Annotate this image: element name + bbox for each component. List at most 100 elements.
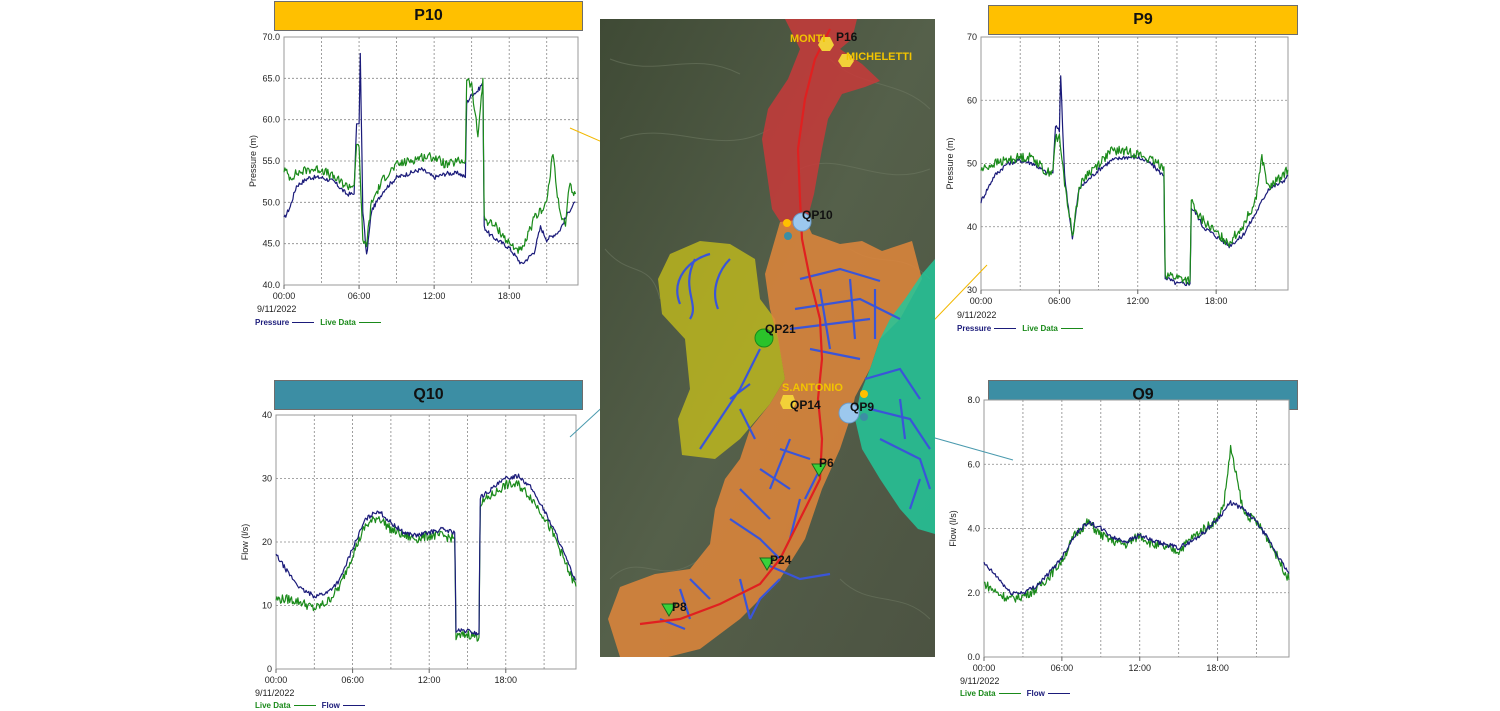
series-line-pressure: [283, 52, 576, 265]
station-label: P24: [770, 553, 792, 567]
station-label: QP21: [765, 322, 796, 336]
station-qp14: QP14: [780, 395, 821, 412]
y-tick-label: 60.0: [262, 115, 280, 125]
x-tick-label: 06:00: [1051, 663, 1074, 673]
station-label: P8: [672, 600, 687, 614]
y-tick-label: 70.0: [262, 32, 280, 42]
series-line-live-data: [275, 479, 577, 642]
station-label: QP14: [790, 398, 821, 412]
station-p24: P24: [759, 553, 792, 571]
series-line-live-data: [283, 77, 577, 254]
y-tick-label: 60: [967, 95, 977, 105]
x-tick-label: 00:00: [265, 675, 288, 685]
legend-swatch: [994, 327, 1017, 330]
series-line-live-data: [980, 133, 1289, 285]
p9-legend: Pressure Live Data: [957, 324, 1083, 333]
x-tick-label: 06:00: [1048, 296, 1071, 306]
y-tick-label: 30: [262, 474, 272, 484]
y-axis-label: Pressure (m): [945, 137, 955, 189]
x-tick-label: 18:00: [1205, 296, 1228, 306]
x-tick-label: 00:00: [973, 663, 996, 673]
legend-swatch: [293, 704, 316, 707]
y-axis-label: Flow (l/s): [948, 510, 958, 547]
x-tick-label: 12:00: [423, 291, 446, 301]
legend-item: Live Data: [320, 318, 381, 327]
y-tick-label: 10: [262, 601, 272, 611]
legend-label: Live Data: [320, 318, 356, 327]
station-label: P16: [836, 30, 858, 44]
legend-label: Live Data: [960, 689, 996, 698]
station-s-antonio: S.ANTONIO: [782, 382, 843, 394]
pipe-network: [659, 252, 932, 631]
y-tick-label: 20: [262, 537, 272, 547]
y-tick-label: 40: [262, 410, 272, 420]
legend-swatch: [998, 692, 1021, 695]
legend-swatch: [1060, 327, 1083, 330]
legend-item: Flow: [1027, 689, 1070, 698]
legend-item: Live Data: [960, 689, 1021, 698]
station-qp10: QP10: [783, 208, 833, 240]
legend-swatch: [1047, 692, 1070, 695]
y-tick-label: 4.0: [967, 524, 980, 534]
legend-item: Flow: [322, 701, 365, 710]
p10-date: 9/11/2022: [257, 304, 297, 314]
legend-label: Pressure: [255, 318, 290, 327]
legend-item: Pressure: [957, 324, 1017, 333]
x-tick-label: 12:00: [418, 675, 441, 685]
station-qp21: QP21: [754, 322, 796, 348]
x-tick-label: 18:00: [1206, 663, 1229, 673]
legend-label: Flow: [321, 701, 340, 710]
y-tick-label: 6.0: [967, 459, 980, 469]
y-tick-label: 70: [967, 32, 977, 42]
station-monti: MONTI: [790, 33, 834, 51]
zone-central-orange: [608, 219, 922, 657]
y-axis-label: Flow (l/s): [240, 524, 250, 561]
legend-label: Live Data: [255, 701, 291, 710]
legend-swatch: [292, 321, 315, 324]
p9-date: 9/11/2022: [957, 310, 997, 320]
x-tick-label: 18:00: [498, 291, 521, 301]
terrain-texture: [604, 58, 931, 620]
q9-date: 9/11/2022: [960, 676, 1000, 686]
x-tick-label: 18:00: [495, 675, 518, 685]
station-label: MONTI: [790, 33, 825, 45]
y-tick-label: 50.0: [262, 197, 280, 207]
station-label: MICHELETTI: [846, 51, 912, 63]
q10-date: 9/11/2022: [255, 688, 295, 698]
y-tick-label: 65.0: [262, 73, 280, 83]
x-tick-label: 00:00: [273, 291, 296, 301]
q10-title: Q10: [274, 380, 583, 410]
y-tick-label: 0.0: [967, 652, 980, 662]
y-tick-label: 0: [267, 664, 272, 674]
x-tick-label: 06:00: [341, 675, 364, 685]
zone-north-red: [762, 19, 880, 229]
q9-legend: Live Data Flow: [960, 689, 1070, 698]
station-micheletti: MICHELETTI: [838, 51, 912, 67]
station-qp9: QP9: [838, 390, 874, 424]
y-tick-label: 8.0: [967, 395, 980, 405]
network-map: MONTI P16 MICHELETTI QP10 QP21 S.ANTONIO…: [600, 19, 935, 657]
station-p8: P8: [661, 600, 687, 617]
y-axis-label: Pressure (m): [248, 135, 258, 187]
station-p6: P6: [811, 456, 834, 477]
legend-item: Live Data: [255, 701, 316, 710]
zone-east-teal: [855, 259, 935, 534]
legend-item: Pressure: [255, 318, 315, 327]
series-line-flow: [983, 500, 1290, 596]
y-tick-label: 40.0: [262, 280, 280, 290]
p10-title: P10: [274, 1, 583, 31]
station-label: P6: [819, 456, 834, 470]
p10-legend: Pressure Live Data: [255, 318, 381, 327]
y-tick-label: 55.0: [262, 156, 280, 166]
station-label: QP9: [850, 400, 874, 414]
y-tick-label: 45.0: [262, 239, 280, 249]
station-label: QP10: [802, 208, 833, 222]
y-tick-label: 2.0: [967, 588, 980, 598]
station-p16: P16: [836, 30, 858, 44]
x-tick-label: 12:00: [1128, 663, 1151, 673]
q10-legend: Live Data Flow: [255, 701, 365, 710]
